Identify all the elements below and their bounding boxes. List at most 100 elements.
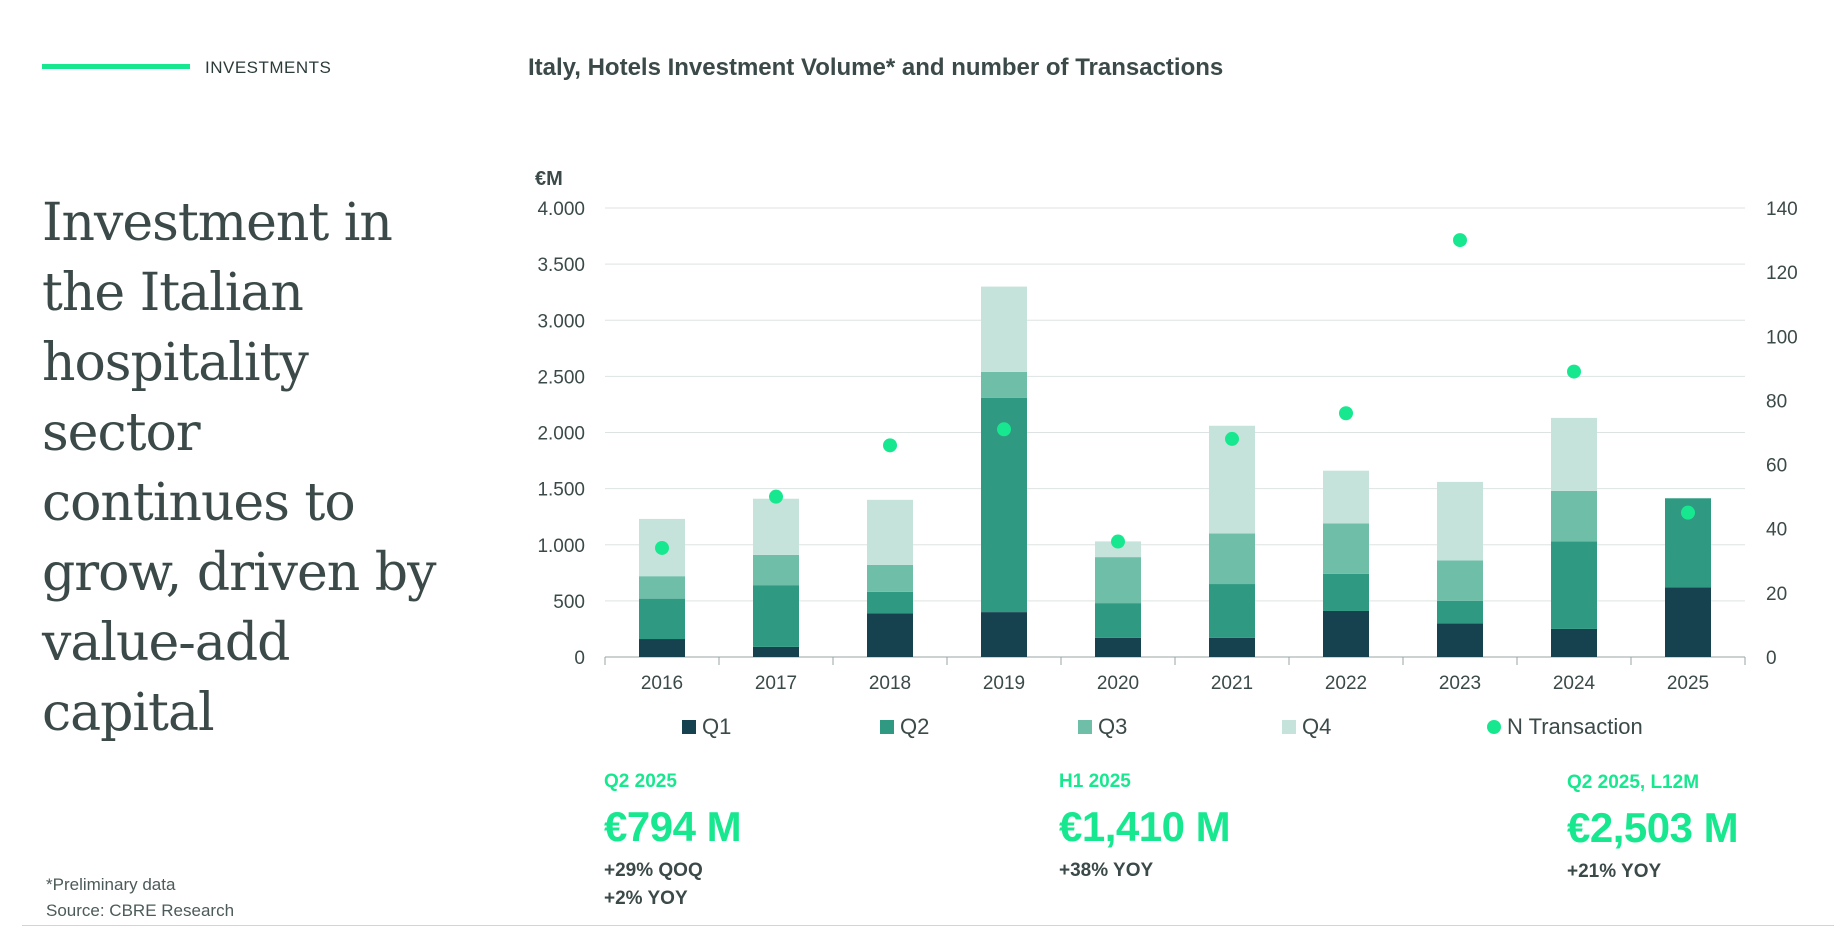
y-tick-label: 2.500 [537, 367, 585, 388]
y2-tick-label: 80 [1766, 391, 1787, 412]
stat-value: €2,503 M [1567, 804, 1739, 851]
legend-swatch-transactions [1487, 720, 1501, 734]
stat-value: €794 M [604, 803, 742, 850]
x-tick-label: 2016 [641, 673, 683, 694]
legend-label: N Transaction [1507, 714, 1643, 739]
stat-label: H1 2025 [1059, 771, 1131, 792]
bar-q4-2022 [1323, 470, 1369, 524]
y-tick-label: 4.000 [537, 199, 585, 220]
stat-note: +2% YOY [604, 888, 688, 909]
section-label: INVESTMENTS [205, 58, 332, 77]
headline: Investment in the Italian hospitality se… [42, 193, 436, 743]
transaction-point-2024 [1567, 364, 1581, 379]
bar-q1-2022 [1323, 610, 1369, 657]
footnote: *Preliminary data Source: CBRE Research [46, 872, 234, 924]
bar-q4-2024 [1551, 417, 1597, 491]
bar-q2-2016 [639, 598, 685, 640]
bar-q1-2021 [1209, 637, 1255, 657]
bottom-rule [22, 925, 1834, 926]
stat-l12m: Q2 2025, L12M €2,503 M +21% YOY [1567, 772, 1739, 886]
legend-swatch-q3 [1078, 720, 1092, 734]
bar-q2-2024 [1551, 541, 1597, 629]
bar-q3-2017 [753, 554, 799, 586]
footnote-preliminary: *Preliminary data [46, 875, 176, 894]
y2-tick-label: 40 [1766, 520, 1787, 541]
bar-q2-2020 [1095, 603, 1141, 638]
y2-tick-label: 0 [1766, 648, 1777, 669]
legend-swatch-q2 [880, 720, 894, 734]
y2-tick-label: 100 [1766, 327, 1798, 348]
bar-q4-2018 [867, 499, 913, 565]
bar-q1-2018 [867, 613, 913, 657]
bar-q3-2019 [981, 371, 1027, 398]
stat-label: Q2 2025 [604, 771, 677, 792]
bar-q1-2020 [1095, 637, 1141, 657]
footnote-source: Source: CBRE Research [46, 901, 235, 920]
legend-label: Q3 [1098, 714, 1127, 739]
accent-line [42, 64, 190, 69]
y-tick-label: 500 [553, 592, 585, 613]
bar-q2-2022 [1323, 573, 1369, 611]
bar-q2-2017 [753, 585, 799, 647]
x-tick-label: 2024 [1553, 673, 1596, 694]
transaction-point-2019 [997, 422, 1011, 437]
x-tick-label: 2022 [1325, 673, 1367, 694]
bar-q3-2016 [639, 576, 685, 599]
legend-label: Q2 [900, 714, 929, 739]
y-tick-label: 3.000 [537, 311, 585, 332]
x-tick-label: 2025 [1667, 673, 1709, 694]
y-tick-label: 3.500 [537, 255, 585, 276]
bar-q1-2023 [1437, 623, 1483, 657]
bar-q3-2024 [1551, 490, 1597, 542]
bar-q2-2021 [1209, 584, 1255, 638]
bar-q3-2018 [867, 564, 913, 592]
y-tick-label: 1.500 [537, 480, 585, 501]
bar-q1-2016 [639, 639, 685, 657]
stat-h1-2025: H1 2025 €1,410 M +38% YOY [1059, 771, 1231, 885]
transaction-point-2022 [1339, 406, 1353, 421]
bar-q4-2017 [753, 498, 799, 555]
bar-q4-2020 [1095, 541, 1141, 558]
bar-q2-2018 [867, 591, 913, 614]
stat-label: Q2 2025, L12M [1567, 772, 1700, 793]
y-axis-unit: €M [535, 168, 563, 190]
x-tick-label: 2021 [1211, 673, 1253, 694]
y-tick-label: 1.000 [537, 536, 585, 557]
legend-label: Q4 [1302, 714, 1331, 739]
y-tick-label: 2.000 [537, 424, 585, 445]
legend-label: Q1 [702, 714, 731, 739]
transaction-point-2025 [1681, 505, 1695, 520]
bar-q1-2025 [1665, 587, 1711, 657]
y2-tick-label: 60 [1766, 456, 1787, 477]
stat-note: +21% YOY [1567, 861, 1662, 882]
transaction-point-2021 [1225, 431, 1239, 446]
y2-tick-label: 120 [1766, 263, 1798, 284]
stat-note: +29% QOQ [604, 860, 703, 881]
x-tick-label: 2019 [983, 673, 1025, 694]
chart-title: Italy, Hotels Investment Volume* and num… [528, 54, 1224, 81]
x-tick-label: 2017 [755, 673, 797, 694]
x-tick-label: 2018 [869, 673, 911, 694]
stat-q2-2025: Q2 2025 €794 M +29% QOQ +2% YOY [604, 771, 742, 913]
bar-q3-2022 [1323, 523, 1369, 574]
legend-swatch-q1 [682, 720, 696, 734]
bar-q2-2023 [1437, 600, 1483, 624]
stat-note: +38% YOY [1059, 860, 1154, 881]
x-tick-label: 2020 [1097, 673, 1139, 694]
y2-tick-label: 140 [1766, 199, 1798, 220]
bar-q3-2021 [1209, 533, 1255, 585]
bar-q1-2024 [1551, 628, 1597, 657]
transaction-point-2020 [1111, 534, 1125, 549]
legend-swatch-q4 [1282, 720, 1296, 734]
bar-q1-2017 [753, 646, 799, 657]
bar-q3-2023 [1437, 560, 1483, 601]
x-tick-label: 2023 [1439, 673, 1481, 694]
transaction-point-2017 [769, 489, 783, 504]
y-tick-label: 0 [574, 648, 585, 669]
bar-q3-2020 [1095, 557, 1141, 604]
transaction-point-2016 [655, 540, 669, 555]
bar-q4-2019 [981, 286, 1027, 372]
bar-q4-2023 [1437, 481, 1483, 561]
bar-q1-2019 [981, 612, 1027, 657]
investment-chart: €M 0 500 1.000 1.500 2.000 2.500 3.000 3.500 4.00… [535, 168, 1798, 739]
